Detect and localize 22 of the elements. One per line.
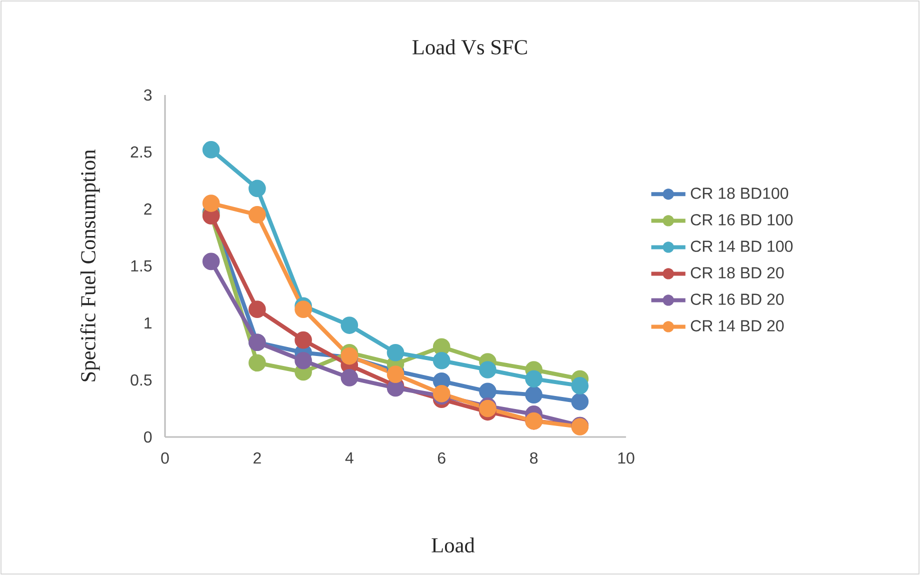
x-tick-label: 8 bbox=[530, 452, 538, 464]
legend-label: CR 16 BD 20 bbox=[690, 294, 784, 305]
y-tick-label: 0.5 bbox=[130, 374, 152, 386]
y-tick-label: 1.5 bbox=[131, 260, 152, 272]
y-tick-label: 3 bbox=[144, 89, 152, 101]
x-tick-label: 4 bbox=[345, 452, 354, 464]
legend-label: CR 14 BD 20 bbox=[690, 320, 784, 332]
y-tick-label: 2.5 bbox=[130, 146, 152, 158]
legend-label: CR 14 BD 100 bbox=[690, 240, 793, 252]
chart-title: Load Vs SFC bbox=[412, 39, 527, 55]
y-tick-label: 0 bbox=[144, 431, 152, 443]
legend-label: CR 16 BD 100 bbox=[690, 214, 793, 226]
y-axis-title: Specific Fuel Consumption bbox=[80, 150, 100, 382]
x-tick-label: 2 bbox=[254, 452, 261, 464]
x-tick-label: 6 bbox=[438, 452, 446, 464]
x-axis-title: Load bbox=[432, 537, 475, 553]
legend-label: CR 18 BD100 bbox=[690, 188, 788, 199]
x-tick-label: 0 bbox=[161, 452, 169, 464]
legend-label: CR 18 BD 20 bbox=[690, 267, 784, 278]
y-tick-label: 2 bbox=[144, 203, 152, 215]
x-tick-label: 10 bbox=[618, 452, 634, 464]
y-tick-label: 1 bbox=[144, 318, 152, 328]
